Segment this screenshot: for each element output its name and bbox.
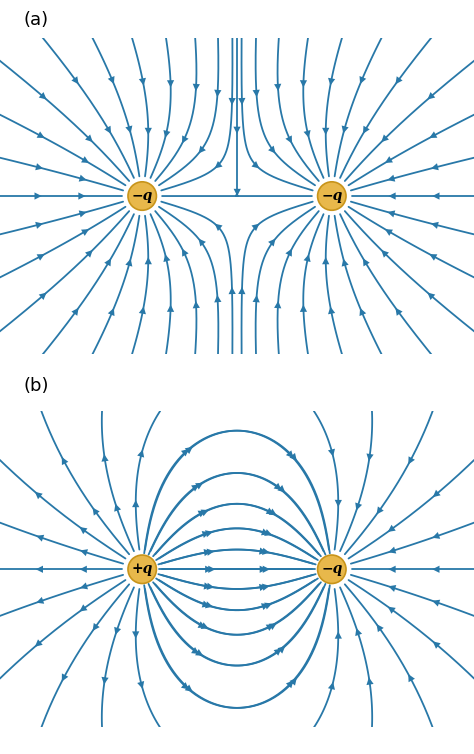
Circle shape <box>128 182 156 210</box>
Circle shape <box>318 555 346 584</box>
Text: (a): (a) <box>24 11 49 29</box>
Text: −q: −q <box>321 562 343 576</box>
Circle shape <box>128 555 156 584</box>
Text: −q: −q <box>131 189 153 203</box>
Circle shape <box>318 182 346 210</box>
Text: +q: +q <box>131 562 153 576</box>
Text: −q: −q <box>321 189 343 203</box>
Text: (b): (b) <box>24 377 49 395</box>
